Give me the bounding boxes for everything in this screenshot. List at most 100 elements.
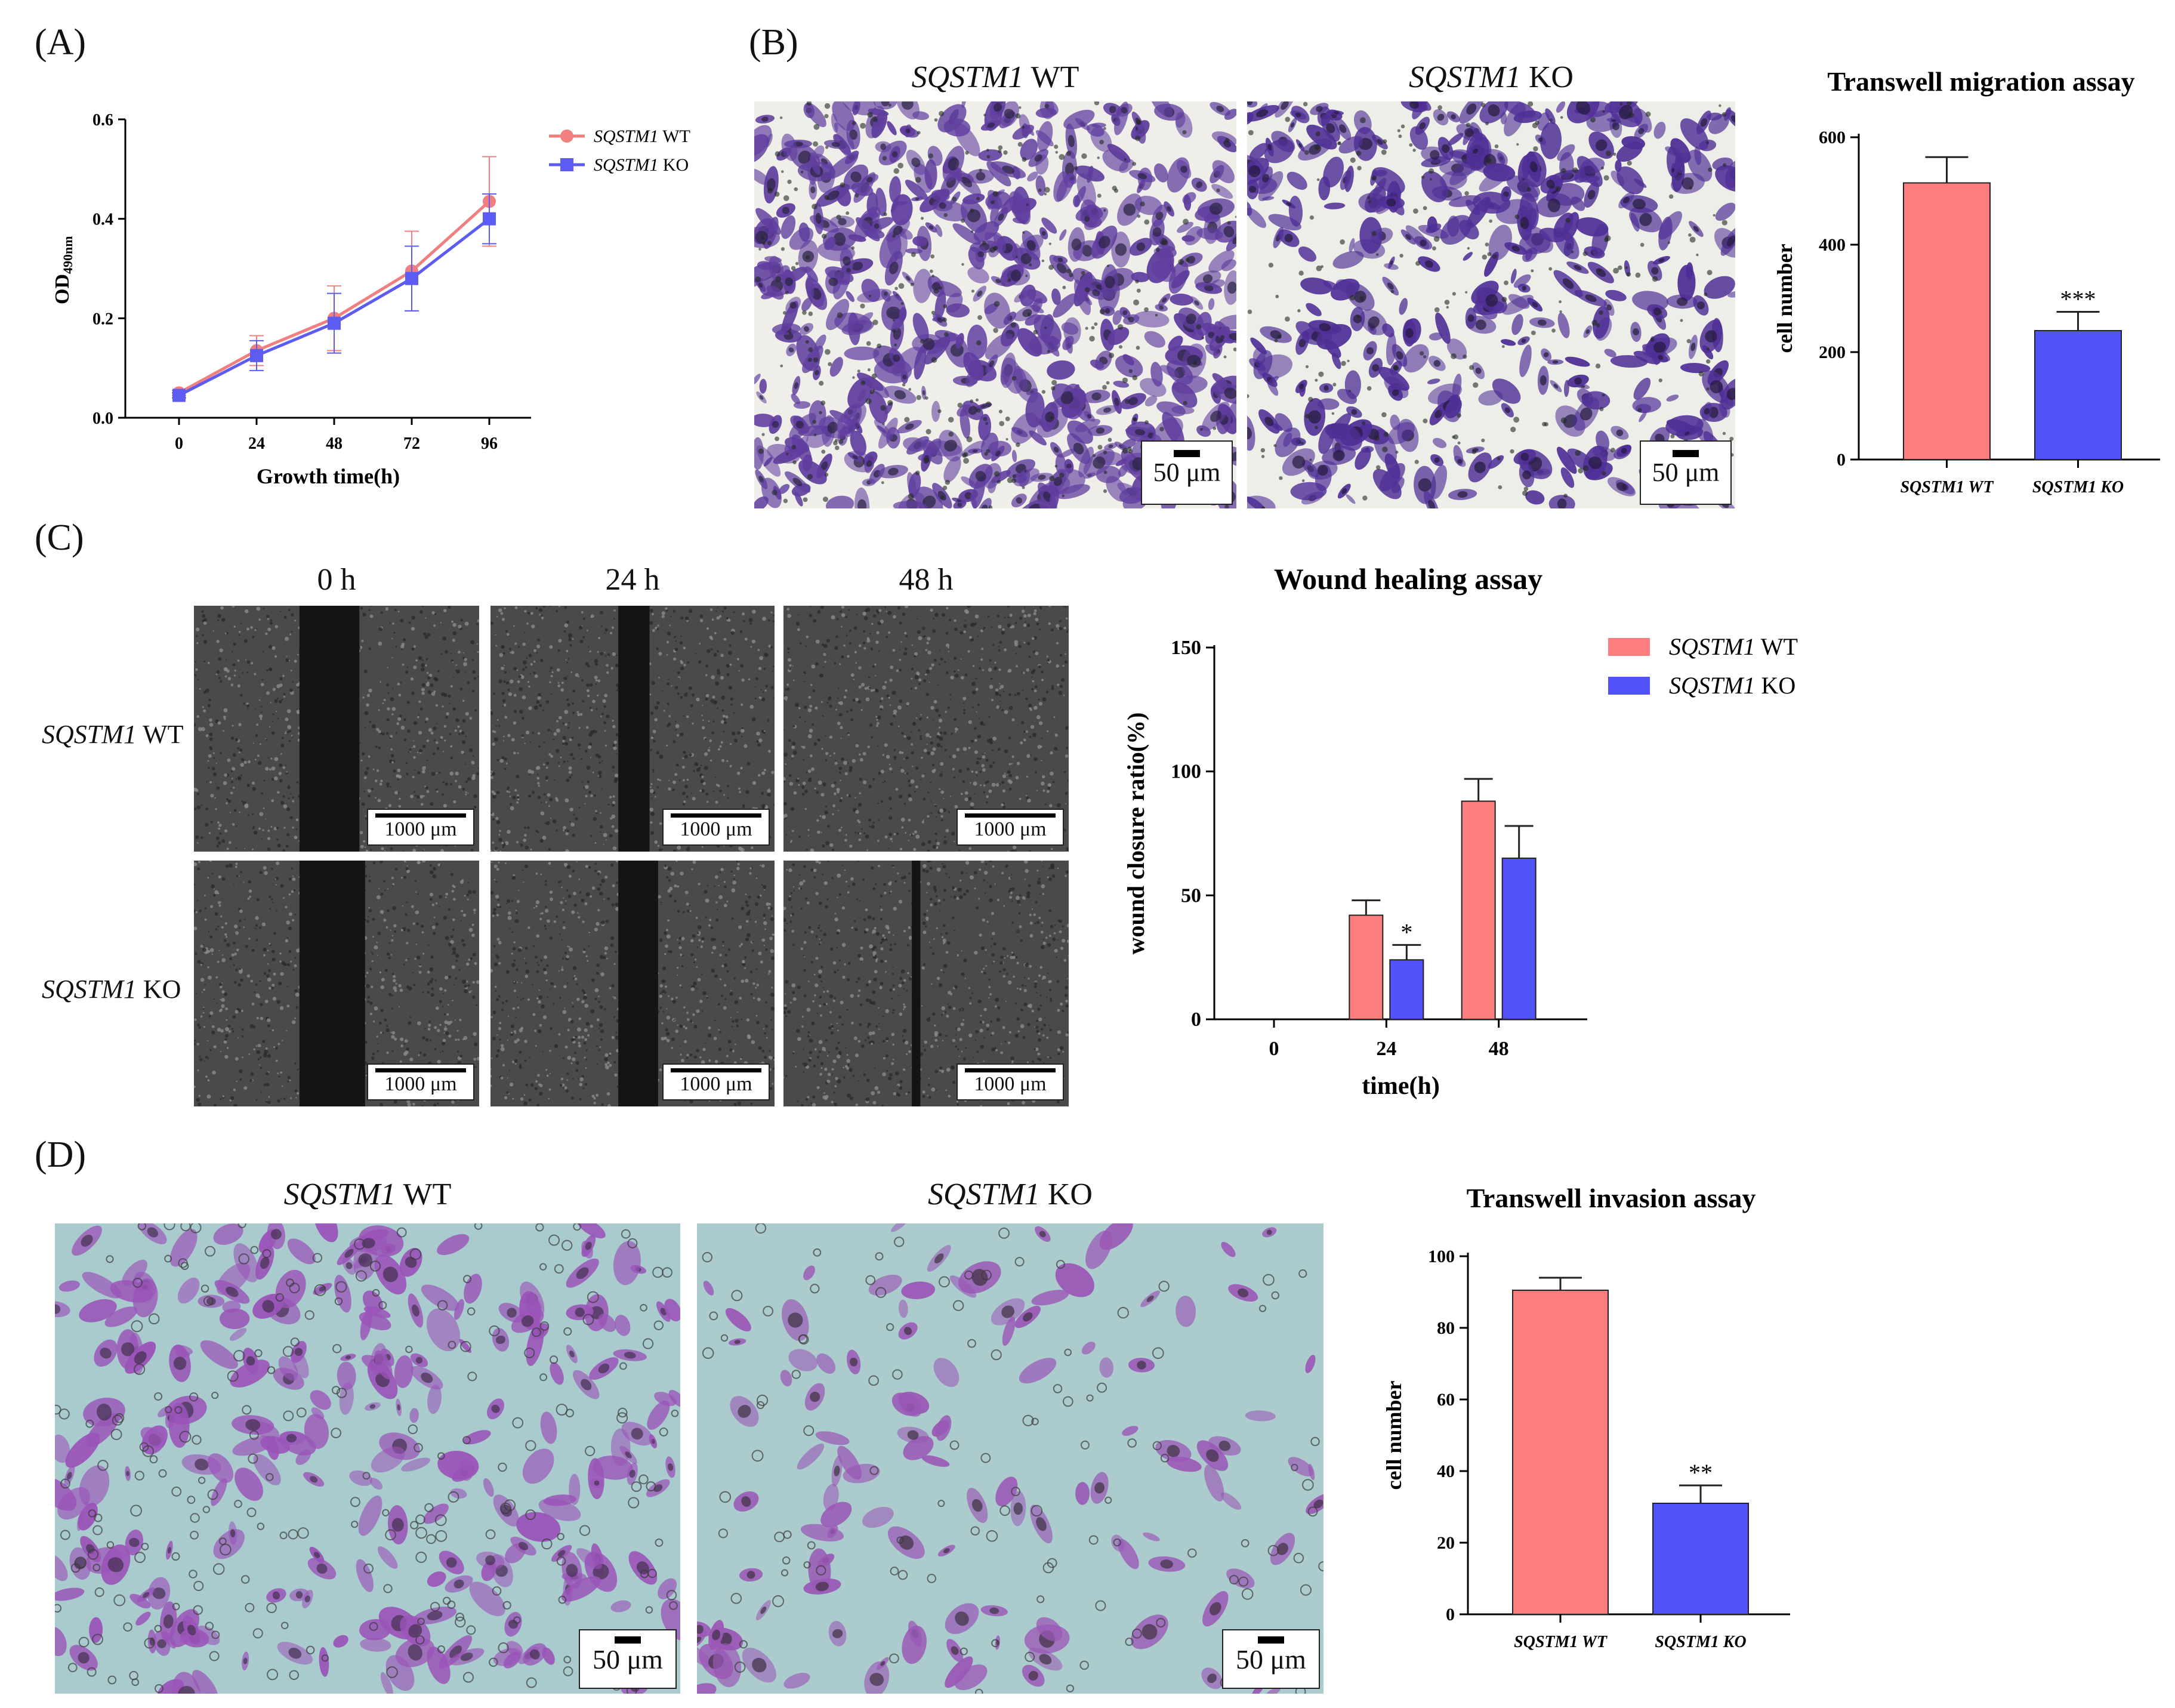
cell-speck [496,791,500,794]
cell-speck [964,619,966,622]
cell-speck [696,767,701,772]
cell-nucleus [827,190,840,201]
cell-speck [218,657,222,661]
debris [1689,236,1696,243]
debris [1531,269,1534,273]
cell-speck [426,759,428,761]
cell-speck [508,692,513,696]
cell-nucleus [1248,186,1257,193]
cell-speck [425,658,428,661]
cell-speck [391,637,393,640]
cell-speck [197,793,199,796]
cell-speck [939,773,943,777]
cell-speck [971,682,976,686]
debris [915,177,921,183]
wound-image: 1000 μm [783,606,1069,852]
cell-speck [968,720,972,724]
cell-speck [246,702,249,705]
debris [1522,490,1528,496]
cell-speck [397,778,399,781]
cell-speck [990,677,993,680]
cell-nucleus [1538,137,1543,142]
cell-speck [421,770,425,774]
debris [1395,451,1399,454]
cell-speck [597,755,601,759]
cell-speck [410,677,414,681]
debris [1706,387,1710,391]
cell-speck [367,789,369,791]
cell-speck [911,834,914,837]
debris [1041,390,1046,394]
cell-speck [884,681,887,684]
cell-nucleus [1574,264,1582,271]
cell-speck [819,673,823,678]
cell-speck [532,732,535,735]
cell [1355,448,1371,470]
cell-speck [896,669,899,673]
cell-speck [899,668,902,671]
cell-speck [387,888,389,890]
debris [898,283,905,289]
cell-nucleus [1002,165,1015,174]
cell-speck [570,774,573,776]
cell-speck [390,786,391,788]
cell-nucleus [1700,118,1708,127]
cell-speck [740,664,744,668]
cell [1014,468,1039,486]
cell [1378,366,1409,391]
cell-nucleus [1690,343,1696,352]
cell-speck [675,686,678,689]
debris [917,131,921,135]
cell-speck [806,849,808,851]
cell-speck [567,658,570,660]
cell-speck [397,682,400,686]
cell-speck [787,613,791,618]
cell-speck [761,771,766,775]
cell [766,285,784,300]
cell-speck [829,843,834,847]
cell-speck [511,650,514,655]
cell-speck [650,783,653,785]
cell [1510,269,1517,284]
cell [1306,303,1322,316]
cell-speck [1028,655,1031,658]
cell-speck [946,671,949,674]
cell-speck [758,773,761,777]
cell-speck [844,689,848,692]
cell-speck [461,750,464,754]
cell-speck [680,659,683,662]
debris [1144,219,1150,225]
cell-speck [950,676,954,680]
cell-speck [698,660,702,664]
cell-speck [433,916,436,918]
cell-speck [594,659,598,663]
cell-nucleus [928,225,934,230]
cell-speck [940,761,944,766]
debris [819,411,822,415]
cell [1025,124,1035,136]
debris [1571,251,1574,254]
cell-speck [838,687,840,689]
cell-speck [847,733,850,736]
wound-image: 1000 μm [194,861,479,1106]
cell-nucleus [1057,257,1063,263]
cell-speck [857,803,862,807]
cell-speck [1023,730,1026,733]
cell-nucleus [948,157,960,171]
cell-speck [770,686,774,689]
cell-speck [437,670,440,673]
debris [1465,291,1468,294]
cell-speck [490,776,493,779]
cell-nucleus [1108,444,1113,448]
debris [1062,285,1066,289]
cell-speck [368,879,371,883]
cell-speck [713,653,717,656]
cell-speck [974,739,977,742]
cell-speck [888,631,891,634]
cell-speck [817,780,822,785]
cell-speck [903,652,908,656]
cell [1170,293,1193,306]
debris [1196,324,1202,329]
cell [1133,310,1170,328]
cell-speck [657,624,659,627]
